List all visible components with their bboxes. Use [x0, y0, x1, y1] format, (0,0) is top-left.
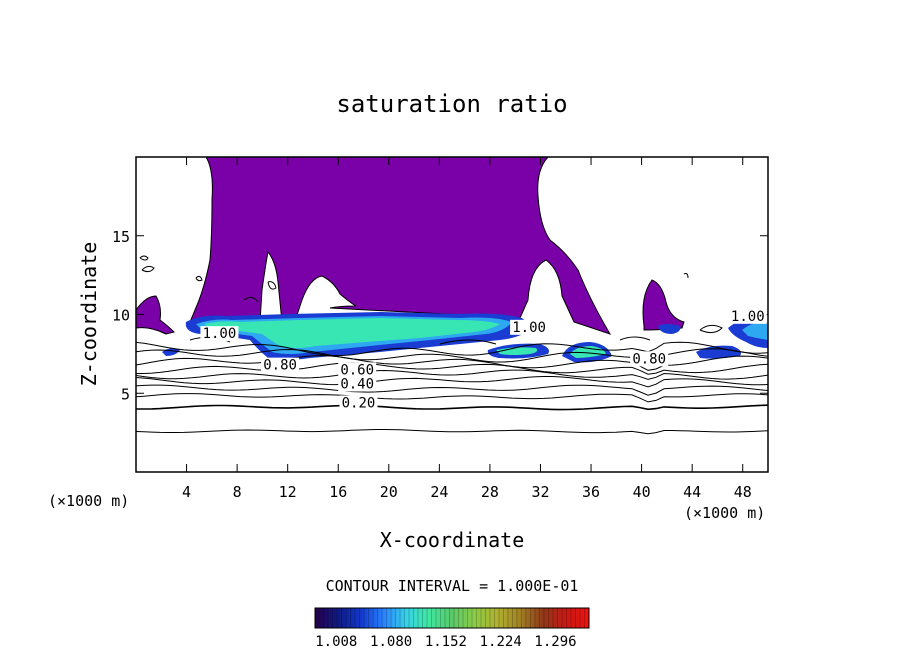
colorbar-gradient	[314, 607, 590, 629]
x-tick-label: 8	[233, 483, 242, 501]
x-tick-label: 44	[683, 483, 701, 501]
x-tick-label: 24	[430, 483, 448, 501]
contour-label-bg	[338, 376, 377, 392]
x-tick-label: 4	[182, 483, 191, 501]
y-axis-label: Z-coordinate	[77, 242, 101, 387]
contour-label-bg	[510, 319, 549, 335]
chart-title: saturation ratio	[336, 90, 567, 118]
contour-line-5	[136, 369, 768, 380]
contour-label-bg	[200, 326, 239, 342]
saturation-fill-main	[136, 157, 612, 335]
supersat-patch-main-inner	[204, 318, 500, 348]
contour-label: 0.80	[263, 358, 297, 374]
contour-line-2	[136, 393, 768, 403]
colorbar-label: 1.080	[370, 634, 412, 650]
supersat-patch-right-small	[658, 324, 681, 334]
x-tick-label: 40	[633, 483, 651, 501]
saturation-fill-left-edge	[136, 295, 175, 335]
contour-line-0	[136, 429, 768, 435]
x-tick-label: 28	[481, 483, 499, 501]
contour-line-6	[136, 362, 768, 375]
x-tick-label: 12	[279, 483, 297, 501]
colorbar-labels: 1.008 1.080 1.152 1.224 1.296	[315, 634, 576, 650]
contour-label: 0.80	[632, 351, 666, 367]
supersat-patch-mid-1-inner	[496, 347, 538, 355]
x-tick-label: 16	[329, 483, 347, 501]
x-tick-label: 48	[734, 483, 752, 501]
contour-label: 0.40	[340, 377, 374, 393]
contour-interval-label: CONTOUR INTERVAL = 1.000E-01	[326, 577, 579, 595]
colorbar-label: 1.008	[315, 634, 357, 650]
contour-line-9	[136, 341, 768, 357]
x-unit-label: (×1000 m)	[684, 504, 765, 522]
y-tick-label: 5	[121, 385, 130, 403]
contour-label: 0.60	[340, 362, 374, 378]
contour-label: 1.00	[731, 309, 765, 325]
y-tick-label: 15	[112, 228, 130, 246]
x-tick-label: 20	[380, 483, 398, 501]
contour-label-bg	[339, 395, 378, 411]
colorbar: 1.008 1.080 1.152 1.224 1.296	[314, 607, 590, 650]
x-axis-label: X-coordinate	[380, 528, 525, 552]
y-tick-label: 10	[112, 307, 130, 325]
contour-label-bg	[728, 308, 767, 324]
contour-label: 1.00	[512, 320, 546, 336]
x-axis: 4 8 12 16 20 24 28 32 36 40 44 48	[182, 157, 752, 501]
x-tick-label: 32	[531, 483, 549, 501]
contour-labels: 0.20 0.400.60 0.80 1.00 1.00 0.80 1.00	[200, 308, 767, 411]
supersat-patch-right-2-inner	[742, 322, 768, 340]
contour-line-4	[136, 376, 768, 388]
x-tick-label: 36	[582, 483, 600, 501]
y-unit-label: (×1000 m)	[48, 492, 129, 510]
contour-label-bg	[261, 357, 300, 373]
colorbar-label: 1.296	[534, 634, 576, 650]
plot-area	[136, 157, 768, 472]
colorbar-ticks	[318, 608, 585, 628]
colorbar-label: 1.152	[425, 634, 467, 650]
contour-label: 0.20	[342, 395, 376, 411]
contour-label-bg	[338, 362, 377, 378]
contour-label: 1.00	[203, 326, 237, 342]
contour-line-3	[136, 384, 768, 396]
contour-label-bg	[630, 351, 669, 367]
contour-line-1	[136, 404, 768, 411]
colorbar-label: 1.224	[480, 634, 522, 650]
